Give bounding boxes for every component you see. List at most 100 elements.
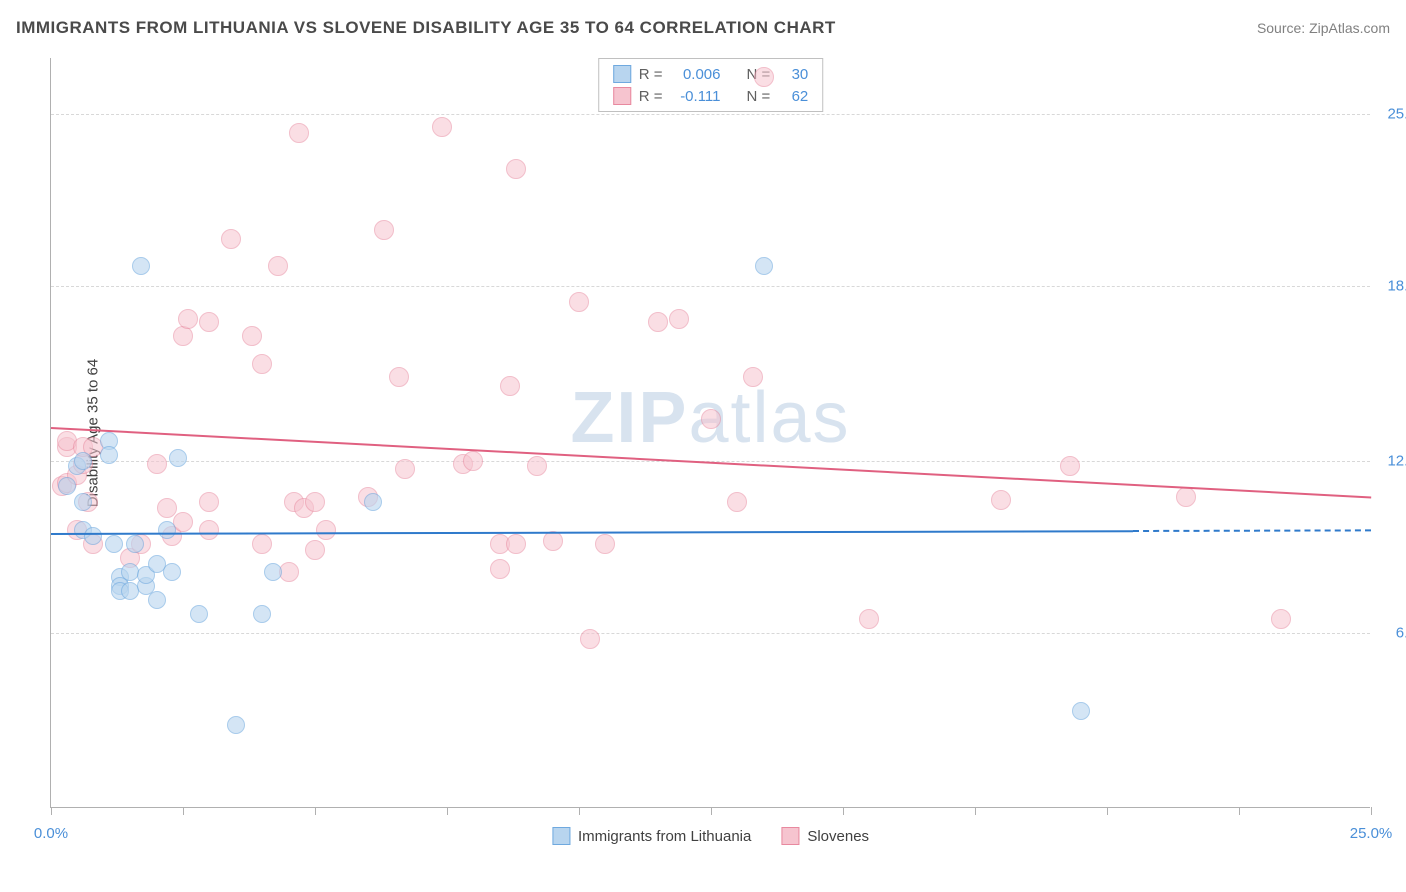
data-point xyxy=(506,159,526,179)
x-tick xyxy=(843,807,844,815)
r-label: R = xyxy=(639,88,663,105)
data-point xyxy=(316,520,336,540)
data-point xyxy=(126,535,144,553)
data-point xyxy=(252,354,272,374)
data-point xyxy=(221,229,241,249)
data-point xyxy=(268,256,288,276)
n-value: 30 xyxy=(778,66,808,83)
data-point xyxy=(163,563,181,581)
data-point xyxy=(264,563,282,581)
legend-series: Immigrants from Lithuania Slovenes xyxy=(552,827,869,845)
data-point xyxy=(74,452,92,470)
gridline xyxy=(51,286,1370,287)
data-point xyxy=(199,492,219,512)
data-point xyxy=(242,326,262,346)
data-point xyxy=(389,367,409,387)
data-point xyxy=(1060,456,1080,476)
legend-swatch xyxy=(552,827,570,845)
legend-stats-row: R = -0.111 N = 62 xyxy=(613,85,809,107)
legend-series-label: Immigrants from Lithuania xyxy=(578,828,751,845)
data-point xyxy=(527,456,547,476)
x-tick xyxy=(1239,807,1240,815)
data-point xyxy=(158,521,176,539)
scatter-chart: ZIPatlas Disability Age 35 to 64 R =0.00… xyxy=(50,58,1370,808)
data-point xyxy=(432,117,452,137)
data-point xyxy=(755,257,773,275)
data-point xyxy=(490,559,510,579)
data-point xyxy=(199,312,219,332)
trend-line-extrapolated xyxy=(1133,530,1371,533)
x-tick xyxy=(711,807,712,815)
legend-stats: R = 0.006 N = 30 R = -0.111 N = 62 xyxy=(598,58,824,112)
trend-line xyxy=(51,427,1371,498)
legend-series-item: Immigrants from Lithuania xyxy=(552,827,751,845)
r-label: R = xyxy=(639,66,663,83)
data-point xyxy=(1271,609,1291,629)
data-point xyxy=(569,292,589,312)
legend-swatch xyxy=(613,65,631,83)
n-label: N = xyxy=(747,88,771,105)
data-point xyxy=(580,629,600,649)
data-point xyxy=(84,527,102,545)
x-tick xyxy=(1371,807,1372,815)
y-tick-label: 18.8% xyxy=(1375,277,1406,294)
data-point xyxy=(147,454,167,474)
x-tick xyxy=(1107,807,1108,815)
data-point xyxy=(1176,487,1196,507)
legend-swatch xyxy=(781,827,799,845)
x-tick xyxy=(447,807,448,815)
data-point xyxy=(132,257,150,275)
data-point xyxy=(500,376,520,396)
data-point xyxy=(199,520,219,540)
data-point xyxy=(1072,702,1090,720)
data-point xyxy=(395,459,415,479)
data-point xyxy=(364,493,382,511)
data-point xyxy=(58,477,76,495)
data-point xyxy=(305,540,325,560)
y-tick-label: 6.3% xyxy=(1375,625,1406,642)
r-value: -0.111 xyxy=(671,88,721,105)
data-point xyxy=(252,534,272,554)
data-point xyxy=(991,490,1011,510)
chart-title: IMMIGRANTS FROM LITHUANIA VS SLOVENE DIS… xyxy=(16,18,836,38)
data-point xyxy=(374,220,394,240)
x-tick-label: 0.0% xyxy=(34,825,68,842)
data-point xyxy=(227,716,245,734)
data-point xyxy=(463,451,483,471)
y-tick-label: 12.5% xyxy=(1375,452,1406,469)
legend-series-item: Slovenes xyxy=(781,827,869,845)
data-point xyxy=(169,449,187,467)
legend-stats-row: R =0.006N =30 xyxy=(613,63,809,85)
data-point xyxy=(754,67,774,87)
chart-source: Source: ZipAtlas.com xyxy=(1257,20,1390,36)
n-value: 62 xyxy=(778,88,808,105)
data-point xyxy=(669,309,689,329)
data-point xyxy=(190,605,208,623)
data-point xyxy=(859,609,879,629)
data-point xyxy=(148,591,166,609)
data-point xyxy=(701,409,721,429)
data-point xyxy=(178,309,198,329)
data-point xyxy=(100,446,118,464)
data-point xyxy=(506,534,526,554)
data-point xyxy=(727,492,747,512)
x-tick xyxy=(183,807,184,815)
data-point xyxy=(74,493,92,511)
chart-header: IMMIGRANTS FROM LITHUANIA VS SLOVENE DIS… xyxy=(16,18,1390,38)
x-tick-label: 25.0% xyxy=(1350,825,1393,842)
data-point xyxy=(105,535,123,553)
x-tick xyxy=(975,807,976,815)
x-tick xyxy=(51,807,52,815)
data-point xyxy=(648,312,668,332)
data-point xyxy=(743,367,763,387)
data-point xyxy=(595,534,615,554)
y-axis-label: Disability Age 35 to 64 xyxy=(85,358,102,506)
data-point xyxy=(543,531,563,551)
r-value: 0.006 xyxy=(671,66,721,83)
data-point xyxy=(253,605,271,623)
y-tick-label: 25.0% xyxy=(1375,105,1406,122)
legend-series-label: Slovenes xyxy=(807,828,869,845)
data-point xyxy=(305,492,325,512)
x-tick xyxy=(579,807,580,815)
gridline xyxy=(51,633,1370,634)
